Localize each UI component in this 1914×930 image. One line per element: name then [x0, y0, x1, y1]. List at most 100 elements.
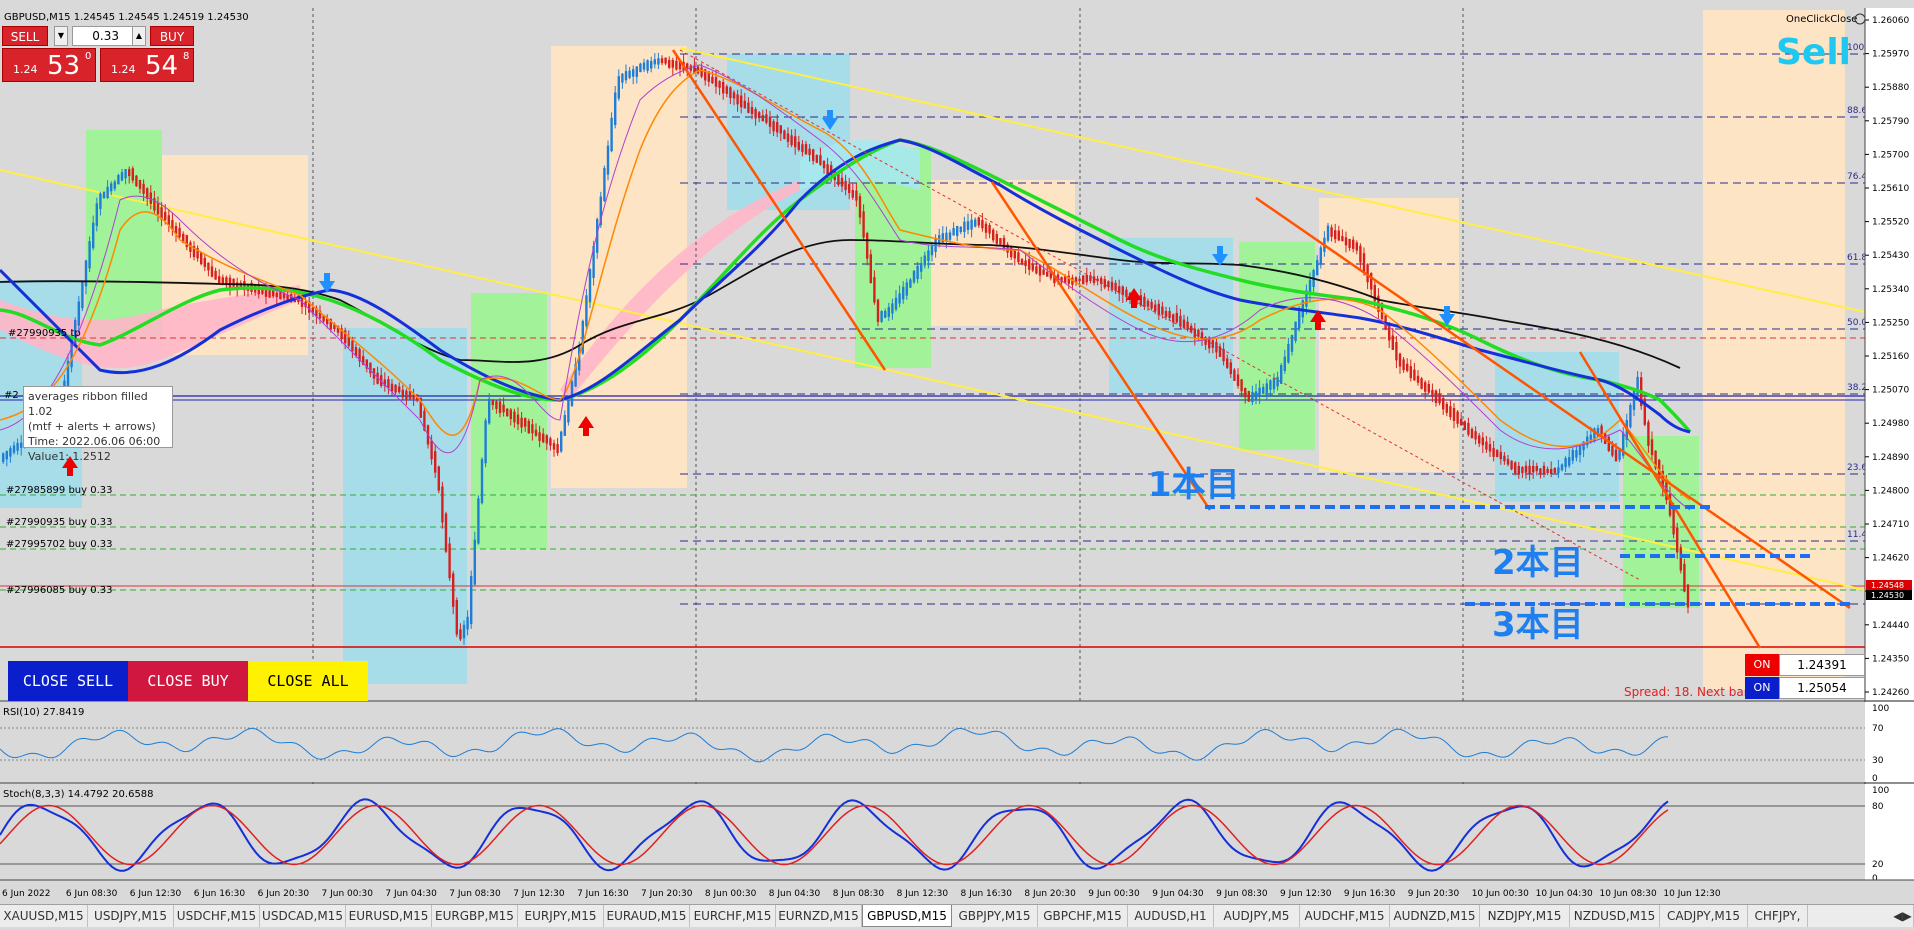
candle-body: [1596, 427, 1600, 437]
tab-xauusd-m15[interactable]: XAUUSD,M15: [0, 905, 88, 927]
slow-ma: [0, 239, 1681, 369]
ribbon-pink: [0, 285, 300, 369]
on-box-2[interactable]: ON 1.25054: [1745, 677, 1865, 699]
buy-button[interactable]: BUY: [150, 26, 194, 46]
tab-usdcad-m15[interactable]: USDCAD,M15: [260, 905, 346, 927]
close-sell-button[interactable]: CLOSE SELL: [8, 661, 128, 701]
tab-usdjpy-m15[interactable]: USDJPY,M15: [88, 905, 174, 927]
tab-usdchf-m15[interactable]: USDCHF,M15: [174, 905, 260, 927]
sell-price-button[interactable]: 1.24 53 0: [2, 48, 96, 82]
candle-body: [1305, 290, 1308, 307]
candle-body: [430, 440, 433, 460]
candle-body: [1240, 379, 1243, 392]
candle-body: [441, 486, 444, 523]
tab-gbpusd-m15[interactable]: GBPUSD,M15: [862, 905, 952, 927]
zone-green: [1623, 436, 1699, 608]
tab-euraud-m15[interactable]: EURAUD,M15: [604, 905, 690, 927]
tab-eurjpy-m15[interactable]: EURJPY,M15: [518, 905, 604, 927]
candle-body: [963, 221, 966, 233]
candle-body: [437, 466, 440, 491]
time-tick: 8 Jun 00:30: [705, 889, 757, 899]
on-toggle[interactable]: ON: [1745, 654, 1779, 676]
tab-chfjpy[interactable]: CHFJPY,: [1748, 905, 1808, 927]
tab-nzdjpy-m15[interactable]: NZDJPY,M15: [1480, 905, 1570, 927]
on-toggle[interactable]: ON: [1745, 677, 1779, 699]
candle-body: [1485, 441, 1488, 450]
candle-body: [1272, 377, 1276, 390]
on-box-1[interactable]: ON 1.24391: [1745, 654, 1865, 676]
price-tick: 1.24350: [1872, 654, 1909, 664]
annotation-bar3: 3本目: [1492, 605, 1584, 645]
tab-audusd-h1[interactable]: AUDUSD,H1: [1128, 905, 1214, 927]
candle-body: [1049, 271, 1052, 279]
buy-label-3: #27995702 buy 0.33: [6, 539, 113, 550]
tab-nzdusd-m15[interactable]: NZDUSD,M15: [1570, 905, 1660, 927]
tab-audchf-m15[interactable]: AUDCHF,M15: [1300, 905, 1390, 927]
candle-body: [408, 390, 412, 399]
tab-gbpchf-m15[interactable]: GBPCHF,M15: [1038, 905, 1128, 927]
candle-body: [668, 59, 671, 68]
candle-body: [1643, 398, 1646, 425]
candle-body: [282, 292, 286, 299]
candle-body: [1409, 366, 1412, 379]
zone-peach: [1703, 10, 1845, 690]
candle-body: [1200, 332, 1204, 340]
tab-eurchf-m15[interactable]: EURCHF,M15: [690, 905, 776, 927]
candle-body: [923, 255, 926, 266]
candle-body: [203, 257, 206, 268]
candle-body: [369, 362, 372, 374]
candle-body: [560, 431, 563, 452]
buy-price-button[interactable]: 1.24 54 8: [100, 48, 194, 82]
tab-audnzd-m15[interactable]: AUDNZD,M15: [1390, 905, 1480, 927]
candle-body: [1355, 242, 1358, 251]
candle-body: [941, 233, 944, 243]
candle-body: [1600, 425, 1603, 438]
on-value[interactable]: 1.24391: [1779, 654, 1865, 676]
candle-body: [20, 442, 23, 448]
candle-body: [729, 87, 732, 99]
candle-body: [1560, 464, 1564, 471]
lot-size-input[interactable]: 0.33: [72, 26, 138, 46]
tab-cadjpy-m15[interactable]: CADJPY,M15: [1660, 905, 1748, 927]
candle-body: [448, 543, 451, 579]
tab-eurusd-m15[interactable]: EURUSD,M15: [346, 905, 432, 927]
tab-scroll-icon[interactable]: ◀▶: [1892, 905, 1914, 927]
lot-decrease-button[interactable]: ▼: [54, 26, 68, 46]
sell-button[interactable]: SELL: [2, 26, 48, 46]
time-tick: 9 Jun 08:30: [1216, 889, 1268, 899]
candle-body: [164, 211, 167, 221]
candle-body: [1395, 342, 1398, 361]
tab-eurnzd-m15[interactable]: EURNZD,M15: [776, 905, 862, 927]
candle-body: [610, 117, 613, 152]
stoch-signal-line: [0, 804, 1669, 866]
candle-body: [185, 235, 188, 248]
on-value[interactable]: 1.25054: [1779, 677, 1865, 699]
candle-body: [1204, 337, 1207, 345]
lot-increase-button[interactable]: ▲: [132, 26, 146, 46]
close-buy-button[interactable]: CLOSE BUY: [128, 661, 248, 701]
candle-body: [776, 122, 779, 133]
candle-body: [1298, 311, 1301, 329]
tab-eurgbp-m15[interactable]: EURGBP,M15: [432, 905, 518, 927]
candle-body: [1294, 321, 1297, 341]
candle-body: [966, 221, 970, 230]
candle-body: [1452, 408, 1456, 421]
tab-audjpy-m5[interactable]: AUDJPY,M5: [1214, 905, 1300, 927]
candle-body: [1359, 245, 1362, 263]
close-all-button[interactable]: CLOSE ALL: [248, 661, 368, 701]
candle-body: [16, 442, 19, 451]
candle-body: [228, 277, 232, 288]
candle-body: [200, 252, 203, 265]
candle-body: [772, 121, 775, 132]
candle-body: [959, 226, 962, 233]
candle-body: [1478, 435, 1481, 444]
time-tick: 6 Jun 12:30: [130, 889, 182, 899]
candle-body: [848, 184, 851, 194]
candle-body: [1589, 434, 1592, 443]
candle-body: [146, 188, 149, 199]
candle-body: [106, 186, 109, 198]
tab-gbpjpy-m15[interactable]: GBPJPY,M15: [952, 905, 1038, 927]
time-tick: 6 Jun 08:30: [66, 889, 118, 899]
